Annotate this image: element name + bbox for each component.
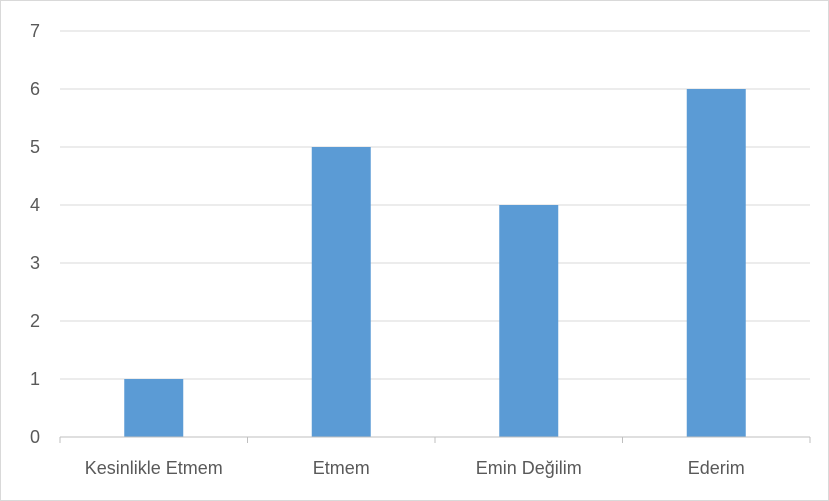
x-axis-category-labels: Kesinlikle Etmem Etmem Emin Değilim Ederim	[85, 458, 745, 478]
y-tick-label: 3	[30, 253, 40, 273]
x-category-label: Ederim	[688, 458, 745, 478]
bar-2	[311, 147, 371, 437]
x-category-label: Emin Değilim	[476, 458, 582, 478]
x-category-label: Etmem	[313, 458, 370, 478]
y-tick-label: 0	[30, 427, 40, 447]
x-axis	[59, 436, 811, 443]
y-tick-label: 7	[30, 21, 40, 41]
y-axis-tick-labels: 0 1 2 3 4 5 6 7	[30, 21, 40, 447]
bar-1	[124, 379, 184, 437]
y-tick-label: 5	[30, 137, 40, 157]
y-tick-label: 1	[30, 369, 40, 389]
y-tick-label: 2	[30, 311, 40, 331]
gridlines	[60, 30, 810, 380]
y-tick-label: 4	[30, 195, 40, 215]
bar-3	[499, 205, 559, 437]
x-category-label: Kesinlikle Etmem	[85, 458, 223, 478]
y-tick-label: 6	[30, 79, 40, 99]
bar-4	[686, 89, 746, 437]
bars	[124, 89, 746, 437]
